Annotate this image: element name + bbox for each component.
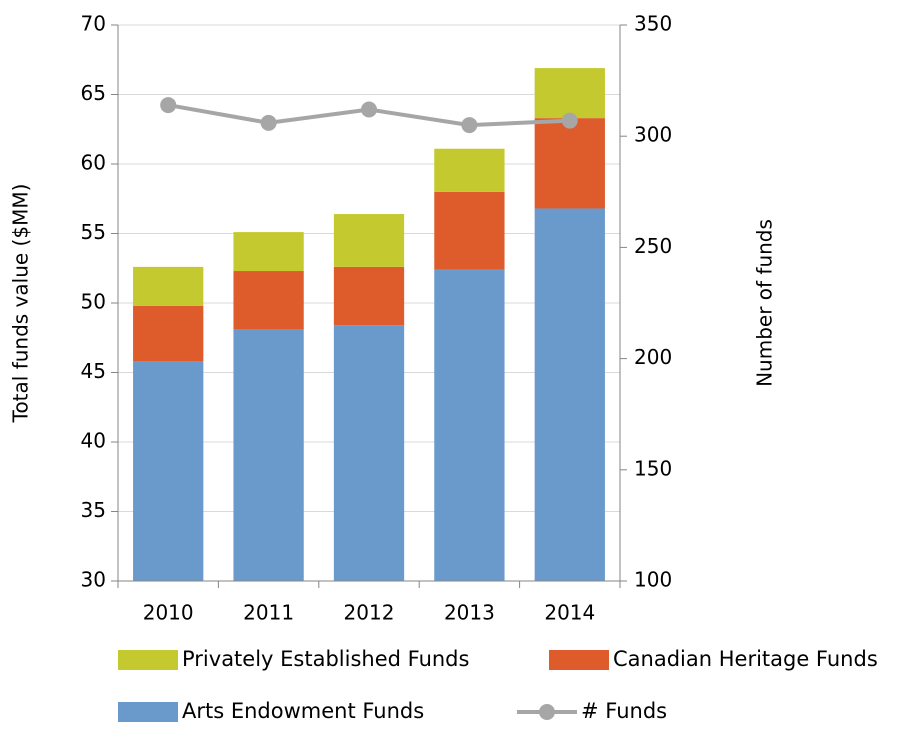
bar-segment: [534, 118, 605, 209]
y-tick-label: 40: [81, 429, 106, 453]
y2-tick-label: 350: [634, 12, 672, 36]
bar-segment: [534, 208, 605, 582]
line-marker: [260, 114, 277, 131]
bar-segment: [333, 214, 405, 267]
y-tick-label: 30: [81, 568, 106, 592]
bar-segment: [434, 269, 505, 581]
legend-label: # Funds: [581, 699, 667, 723]
bar-segment: [233, 232, 304, 272]
y2-tick-label: 300: [634, 123, 672, 147]
y-tick-label: 50: [81, 290, 106, 314]
bar-segment: [534, 68, 605, 119]
legend-label: Privately Established Funds: [182, 647, 469, 671]
y-tick-label: 70: [81, 12, 106, 36]
bar-segment: [133, 266, 204, 306]
y-tick-label: 55: [81, 220, 106, 244]
bar-segment: [434, 191, 505, 270]
bar-segment: [233, 271, 304, 330]
line-marker: [361, 101, 377, 118]
legend-marker: [539, 704, 555, 720]
line-marker: [160, 97, 177, 114]
x-tick-label: 2010: [143, 601, 194, 625]
bar-segment: [133, 305, 204, 362]
x-tick-label: 2011: [243, 601, 294, 625]
x-tick-label: 2013: [444, 601, 495, 625]
legend-swatch: [118, 650, 178, 670]
y-tick-label: 60: [81, 151, 106, 175]
y2-tick-label: 200: [634, 345, 672, 369]
bar-segment: [434, 148, 505, 192]
y-tick-label: 65: [81, 81, 106, 105]
y-tick-label: 45: [81, 359, 106, 383]
legend-swatch: [549, 650, 609, 670]
bar-segment: [233, 329, 304, 581]
bar-segment: [333, 325, 405, 581]
bar-segment: [133, 361, 204, 581]
y2-tick-label: 100: [634, 568, 672, 592]
y2-tick-label: 150: [634, 456, 672, 480]
legend-label: Arts Endowment Funds: [182, 699, 424, 723]
line-marker: [461, 117, 478, 134]
line-marker: [561, 112, 578, 129]
y2-axis-title: Number of funds: [753, 219, 777, 387]
y-tick-label: 35: [81, 498, 106, 522]
x-tick-label: 2012: [344, 601, 395, 625]
y2-tick-label: 250: [634, 234, 672, 258]
y-axis-title: Total funds value ($MM): [9, 184, 33, 424]
x-tick-label: 2014: [544, 601, 595, 625]
legend-swatch: [118, 702, 178, 722]
legend-label: Canadian Heritage Funds: [613, 647, 878, 671]
bar-segment: [333, 266, 405, 326]
